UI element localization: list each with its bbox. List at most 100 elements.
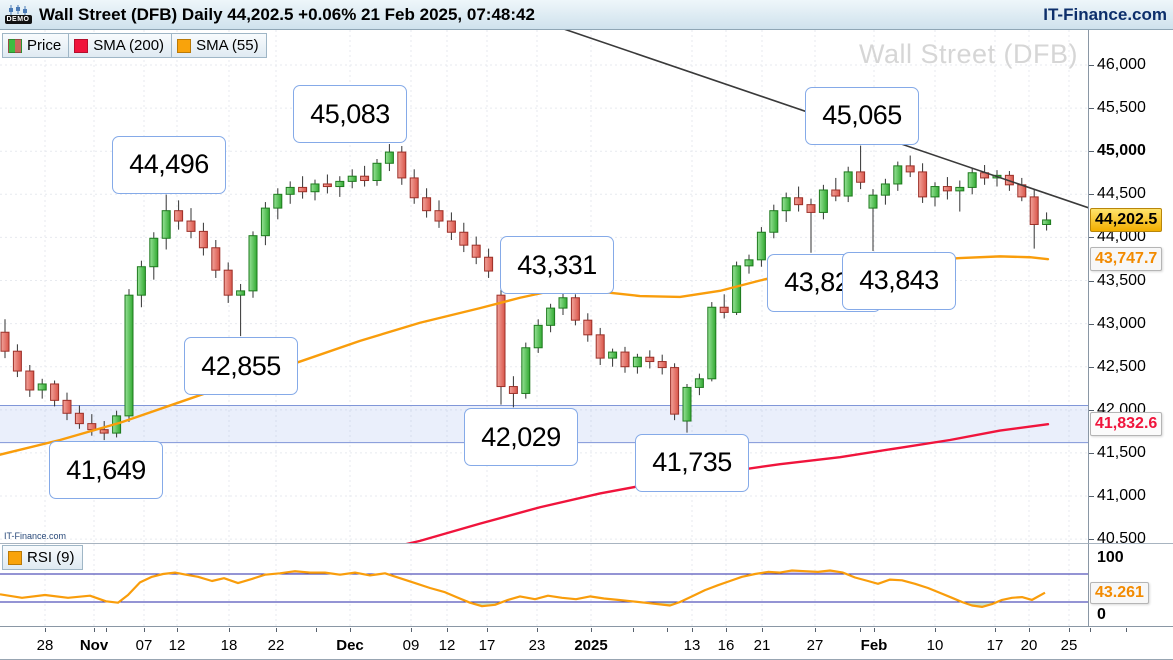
indicator-legend: Price SMA (200) SMA (55) bbox=[2, 33, 267, 58]
rsi-value-label: 43.261 bbox=[1090, 581, 1149, 604]
time-tick-label: Nov bbox=[79, 637, 109, 654]
time-axis-tick bbox=[411, 628, 412, 632]
price-tick-label: 46,000 bbox=[1097, 56, 1146, 73]
sma55-color-swatch bbox=[177, 38, 192, 53]
rsi-color-swatch bbox=[8, 550, 22, 565]
axis-tick bbox=[1089, 280, 1094, 282]
axis-tick bbox=[1089, 194, 1094, 196]
chart-watermark: Wall Street (DFB) bbox=[858, 39, 1078, 69]
time-tick-label: 28 bbox=[36, 637, 54, 654]
legend-sma200-label: SMA (200) bbox=[93, 37, 165, 54]
time-tick-label: 10 bbox=[926, 637, 944, 654]
time-tick-label: 27 bbox=[806, 637, 824, 654]
time-tick-label: 16 bbox=[717, 637, 735, 654]
price-tick-label: 45,500 bbox=[1097, 99, 1146, 117]
price-callout[interactable]: 43,331 bbox=[500, 236, 614, 295]
axis-tick bbox=[1089, 452, 1094, 454]
time-axis-tick bbox=[995, 628, 996, 632]
time-axis-tick bbox=[229, 628, 230, 632]
price-callout[interactable]: 43,843 bbox=[842, 251, 956, 310]
brand-link[interactable]: IT-Finance.com bbox=[1043, 4, 1167, 24]
time-axis-tick bbox=[487, 628, 488, 632]
price-tick-label: 40,500 bbox=[1097, 530, 1146, 548]
time-tick-label: 22 bbox=[267, 637, 285, 654]
rsi-top-label: 100 bbox=[1097, 549, 1124, 566]
legend-price[interactable]: Price bbox=[2, 33, 70, 58]
legend-sma200[interactable]: SMA (200) bbox=[68, 33, 173, 58]
time-axis-tick bbox=[447, 628, 448, 632]
time-axis-tick bbox=[935, 628, 936, 632]
time-tick-label: Dec bbox=[336, 637, 364, 654]
time-axis-tick bbox=[1090, 628, 1091, 632]
legend-rsi-label: RSI (9) bbox=[27, 549, 75, 566]
time-axis-tick bbox=[316, 628, 317, 632]
time-tick-label: Feb bbox=[860, 637, 888, 654]
price-tick-label: 41,000 bbox=[1097, 487, 1146, 505]
axis-tick bbox=[1089, 366, 1094, 368]
time-axis-tick bbox=[177, 628, 178, 632]
time-tick-label: 17 bbox=[986, 637, 1004, 654]
time-tick-label: 12 bbox=[168, 637, 186, 654]
time-axis-tick bbox=[1029, 628, 1030, 632]
price-icon bbox=[8, 38, 22, 53]
legend-rsi[interactable]: RSI (9) bbox=[2, 545, 83, 570]
time-axis[interactable]: 28 Nov 07 12 18 22 Dec 09 12 17 23 2025 13 16 21 27 Feb 1… bbox=[0, 628, 1173, 659]
sma55-value-label: 43,747.7 bbox=[1090, 247, 1163, 272]
time-axis-tick bbox=[726, 628, 727, 632]
title-bar: DEMO Wall Street (DFB) Daily 44,202.5 +0… bbox=[0, 0, 1173, 30]
axis-tick bbox=[1089, 108, 1094, 110]
axis-tick bbox=[1089, 323, 1094, 325]
axis-tick bbox=[1089, 496, 1094, 498]
price-callout[interactable]: 42,029 bbox=[464, 408, 578, 467]
time-axis-tick bbox=[633, 628, 634, 632]
time-axis-tick bbox=[860, 628, 861, 632]
price-tick-label: 43,000 bbox=[1097, 314, 1146, 332]
time-axis-tick bbox=[144, 628, 145, 632]
legend-sma55[interactable]: SMA (55) bbox=[171, 33, 267, 58]
time-axis-tick bbox=[350, 628, 351, 632]
legend-price-label: Price bbox=[27, 37, 62, 54]
axis-tick bbox=[1089, 409, 1094, 411]
time-axis-tick bbox=[94, 628, 95, 632]
price-tick-label: 41,500 bbox=[1097, 443, 1146, 461]
rsi-bottom-label: 0 bbox=[1097, 606, 1106, 623]
time-tick-label: 13 bbox=[683, 637, 701, 654]
price-tick-label: 44,000 bbox=[1097, 228, 1146, 246]
price-axis[interactable]: 46,000 45,500 45,000 44,500 44,000 43,500 43,0… bbox=[1088, 30, 1173, 547]
time-axis-tick bbox=[762, 628, 763, 632]
candlestick-logo-icon bbox=[9, 5, 27, 15]
chart-title: Wall Street (DFB) Daily 44,202.5 +0.06% … bbox=[39, 4, 535, 24]
time-axis-tick bbox=[537, 628, 538, 632]
time-axis-tick bbox=[815, 628, 816, 632]
time-axis-tick bbox=[667, 628, 668, 632]
time-axis-tick bbox=[874, 628, 875, 632]
time-axis-tick bbox=[1069, 628, 1070, 632]
time-tick-label: 09 bbox=[402, 637, 420, 654]
price-callout[interactable]: 42,855 bbox=[184, 337, 298, 396]
time-axis-tick bbox=[1126, 628, 1127, 632]
price-callout[interactable]: 44,496 bbox=[112, 135, 226, 194]
sma200-color-swatch bbox=[74, 38, 89, 53]
legend-sma55-label: SMA (55) bbox=[196, 37, 259, 54]
last-price-label: 44,202.5 bbox=[1090, 207, 1163, 232]
time-tick-label: 07 bbox=[135, 637, 153, 654]
price-tick-label: 45,000 bbox=[1097, 142, 1146, 160]
time-axis-tick bbox=[106, 628, 107, 632]
price-callout[interactable]: 45,065 bbox=[805, 86, 919, 145]
axis-tick bbox=[1089, 151, 1094, 153]
price-callout[interactable]: 45,083 bbox=[293, 85, 407, 144]
price-callout[interactable]: 41,649 bbox=[49, 441, 163, 500]
rsi-axis[interactable]: 100 0 43.261 bbox=[1088, 543, 1173, 627]
time-axis-tick bbox=[45, 628, 46, 632]
time-tick-label: 23 bbox=[528, 637, 546, 654]
rsi-chart-canvas[interactable] bbox=[0, 543, 1088, 628]
time-axis-tick bbox=[591, 628, 592, 632]
price-callout[interactable]: 41,735 bbox=[635, 433, 749, 492]
time-axis-tick bbox=[276, 628, 277, 632]
demo-badge: DEMO bbox=[4, 15, 32, 24]
axis-tick bbox=[1089, 65, 1094, 66]
axis-tick bbox=[1089, 237, 1094, 239]
price-tick-label: 43,500 bbox=[1097, 271, 1146, 289]
sma200-value-label: 41,832.6 bbox=[1090, 412, 1163, 437]
